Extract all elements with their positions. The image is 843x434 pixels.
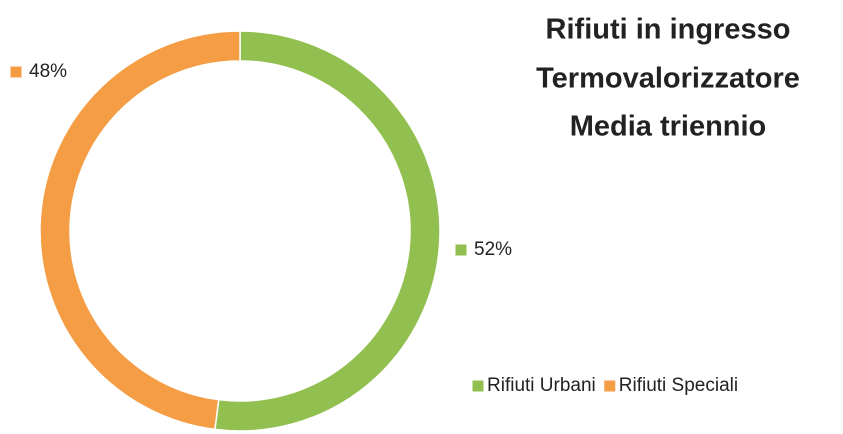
data-label-marker [454,243,468,257]
data-label: 48% [29,61,67,82]
legend-marker [471,379,485,393]
legend-label: Rifiuti Speciali [619,375,738,396]
chart-title: Media triennio [570,111,767,143]
donut-segment [39,30,241,431]
chart-title: Rifiuti in ingresso [546,14,791,46]
data-label: 52% [474,239,512,260]
data-label-marker [9,65,23,79]
legend-marker [603,379,617,393]
legend-label: Rifiuti Urbani [487,375,596,396]
donut-segment [214,30,441,432]
chart-title: Termovalorizzatore [536,63,800,95]
